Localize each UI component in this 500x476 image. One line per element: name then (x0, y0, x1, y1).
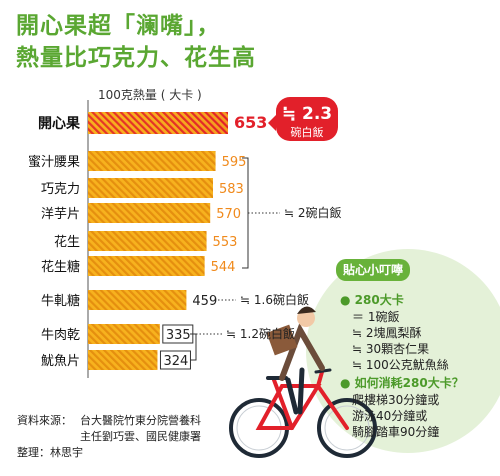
badge-unit: 碗白飯 (291, 125, 324, 139)
value-label: 553 (213, 235, 238, 250)
value-label: 595 (222, 155, 247, 170)
group-bracket (190, 333, 197, 361)
category-label: 牛軋糖 (41, 293, 80, 309)
value-label: 324 (163, 354, 188, 369)
group-bracket (242, 157, 249, 269)
group-label: ≒ 1.2碗白飯 (226, 326, 295, 341)
category-label: 魷魚片 (41, 354, 80, 369)
title-line-1: 開心果超「澜嘴」， (16, 12, 221, 39)
group-label: ≒ 1.6碗白飯 (240, 292, 309, 307)
bar (88, 256, 205, 276)
source-line-1: 台大醫院竹東分院營養科 (80, 414, 201, 427)
tips-heading-burn-text: 如何消耗280大卡？ (354, 376, 464, 390)
tip-item: ＝ 1碗飯 (352, 310, 400, 324)
bar (88, 178, 213, 198)
cyclist-illustration (229, 306, 377, 458)
tip-item: ≒ 100公克魷魚絲 (352, 358, 449, 372)
category-label: 開心果 (38, 116, 81, 132)
value-label: 335 (166, 328, 191, 343)
tip-item: ≒ 2塊鳳梨酥 (352, 326, 422, 340)
badge-value: ≒ 2.3 (282, 104, 332, 124)
bar (88, 203, 211, 223)
category-label: 巧克力 (41, 182, 80, 197)
category-label: 牛肉乾 (41, 328, 80, 343)
title-line-2: 熱量比巧克力、花生高 (16, 44, 256, 71)
bar (88, 350, 158, 370)
category-label: 花生糖 (41, 259, 80, 275)
tip-item: ≒ 30顆杏仁果 (352, 342, 430, 356)
badge-pointer (268, 115, 276, 131)
tip-item: 騎腳踏車90分鐘 (352, 425, 440, 439)
source-line-2: 主任劉巧雲、國民健康署 (80, 430, 201, 443)
value-label: 544 (211, 260, 236, 275)
group-label: ≒ 2碗白飯 (284, 205, 342, 220)
value-label: 583 (219, 182, 244, 197)
tips-heading-calories-text: 280大卡 (354, 293, 404, 307)
bar (88, 290, 187, 310)
category-label: 洋芋片 (41, 207, 80, 222)
bar (88, 151, 216, 171)
tips-title: 貼心小叮嚀 (336, 259, 410, 281)
tips-heading-burn: ● 如何消耗280大卡？ (340, 376, 464, 390)
bar (88, 324, 160, 344)
tip-item: 游泳40分鐘或 (352, 409, 428, 423)
badge-background (276, 97, 338, 141)
editor-credit: 整理：林思宇 (17, 446, 83, 459)
tips-heading-calories: ● 280大卡 (340, 293, 404, 307)
category-label: 花生 (54, 234, 80, 250)
value-label: 653 (234, 113, 267, 132)
bar (88, 112, 228, 134)
axis-unit-label: 100克熱量 ( 大卡 ) (98, 88, 202, 102)
value-label: 459 (192, 294, 217, 309)
category-label: 蜜汁腰果 (28, 155, 80, 170)
source-label: 資料來源： (17, 414, 72, 427)
value-label: 570 (216, 207, 241, 222)
tip-item: 爬樓梯30分鐘或 (352, 393, 440, 407)
bar (88, 231, 207, 251)
